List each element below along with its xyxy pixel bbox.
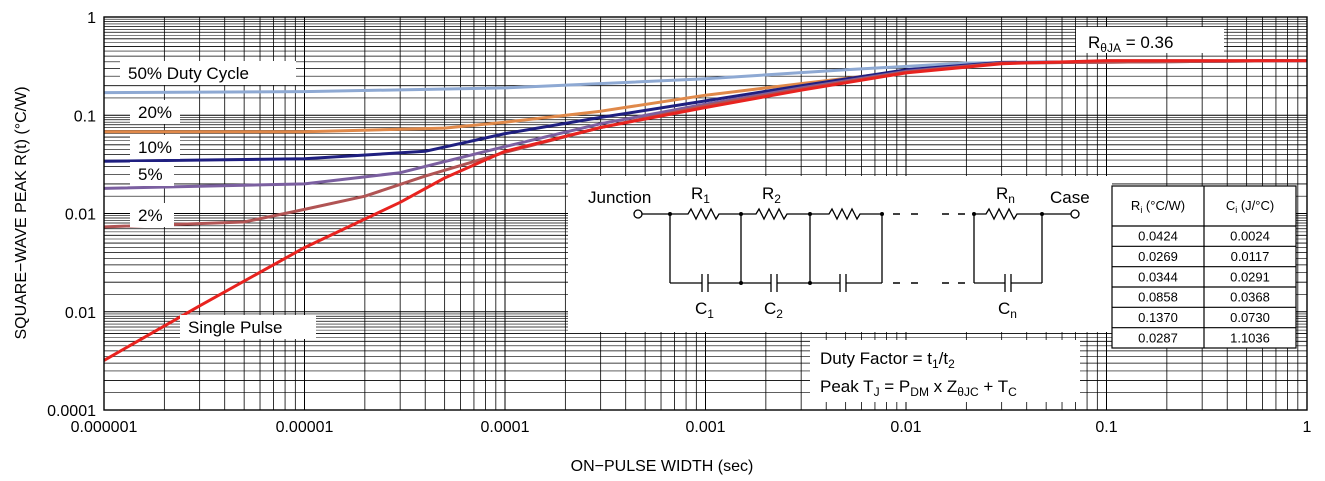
table-header: Ri (°C/W) <box>1131 198 1185 215</box>
x-tick-label: 0.0001 <box>481 419 530 436</box>
table-cell: 0.1370 <box>1138 310 1178 325</box>
curve-label: 5% <box>138 165 163 184</box>
table-cell: 0.0858 <box>1138 290 1178 305</box>
duty-factor-text: Duty Factor = t1/t2 <box>820 349 955 371</box>
y-tick-label: 0.01 <box>65 207 96 224</box>
rc-network-inset: Junction Case R1 R2 Rn C1 C2 Cn <box>568 176 1112 332</box>
series-line <box>103 59 1307 362</box>
table-cell: 0.0368 <box>1230 290 1270 305</box>
curve-label: 50% Duty Cycle <box>128 64 249 83</box>
curve-label-bg <box>130 162 174 186</box>
capacitor-c1-label: C1 <box>695 299 714 321</box>
y-tick-label: 0.1 <box>74 108 96 125</box>
y-tick-label: 0.01 <box>65 305 96 322</box>
rc-parameter-table: Ri (°C/W) Ci (J/°C) 0.0424 0.0024 0.0269 0.01… <box>1111 185 1297 349</box>
table-cell: 0.0287 <box>1138 330 1178 345</box>
curve-label-bg <box>180 315 316 339</box>
capacitor-c2-label: C2 <box>764 299 783 321</box>
table-cell: 0.0344 <box>1138 269 1178 284</box>
r-theta-ja-label: RθJA = 0.36 <box>1076 27 1224 55</box>
curve-label-bg <box>120 61 296 85</box>
svg-text:RθJA = 0.36: RθJA = 0.36 <box>1088 33 1173 55</box>
x-tick-label: 0.01 <box>890 419 921 436</box>
axis-ticks: 0.000001 0.00001 0.0001 0.001 0.01 0.1 1 1 0.1 0.… <box>47 10 1311 436</box>
plot-frame <box>103 16 1308 411</box>
resistor-rn-label: Rn <box>996 184 1015 206</box>
chart-series-group <box>103 59 1308 362</box>
curve-label: Single Pulse <box>188 318 283 337</box>
junction-label: Junction <box>588 188 651 207</box>
curve-labels: 50% Duty Cycle 20% 10% 5% 2% Single Pulse <box>120 61 316 339</box>
x-tick-label: 0.00001 <box>276 419 334 436</box>
case-label: Case <box>1050 188 1090 207</box>
y-tick-label: 0.0001 <box>47 403 96 420</box>
table-header: Ci (J/°C) <box>1226 198 1274 215</box>
table-cell: 0.0291 <box>1230 269 1270 284</box>
table-cell: 0.0424 <box>1138 229 1178 244</box>
peak-tj-formula: Peak TJ = PDM x ZθJC + TC <box>820 377 1017 399</box>
series-line <box>103 59 1308 95</box>
curve-label: 10% <box>138 138 172 157</box>
table-cell: 0.0024 <box>1230 229 1270 244</box>
curve-label-bg <box>130 203 174 227</box>
capacitor-cn-label: Cn <box>998 299 1017 321</box>
curve-label: 20% <box>138 103 172 122</box>
curve-label-bg <box>130 135 180 159</box>
curve-label-bg <box>130 100 180 124</box>
table-cell: 0.0117 <box>1231 249 1270 264</box>
x-tick-label: 0.001 <box>685 419 725 436</box>
x-tick-label: 0.1 <box>1095 419 1117 436</box>
table-cell: 1.1036 <box>1230 330 1270 345</box>
duty-factor-box: Duty Factor = t1/t2 Peak TJ = PDM x ZθJC… <box>810 340 1080 402</box>
table-cell: 0.0269 <box>1138 249 1178 264</box>
x-tick-label: 1 <box>1303 419 1312 436</box>
resistor-r1-label: R1 <box>691 184 710 206</box>
curve-label: 2% <box>138 206 163 225</box>
y-tick-label: 1 <box>87 10 96 27</box>
table-cell: 0.0730 <box>1230 310 1270 325</box>
y-axis-label: SQUARE−WAVE PEAK R(t) (°C/W) <box>13 86 30 339</box>
x-axis-label: ON−PULSE WIDTH (sec) <box>571 458 754 475</box>
resistor-r2-label: R2 <box>762 184 781 206</box>
x-tick-label: 0.000001 <box>71 419 138 436</box>
